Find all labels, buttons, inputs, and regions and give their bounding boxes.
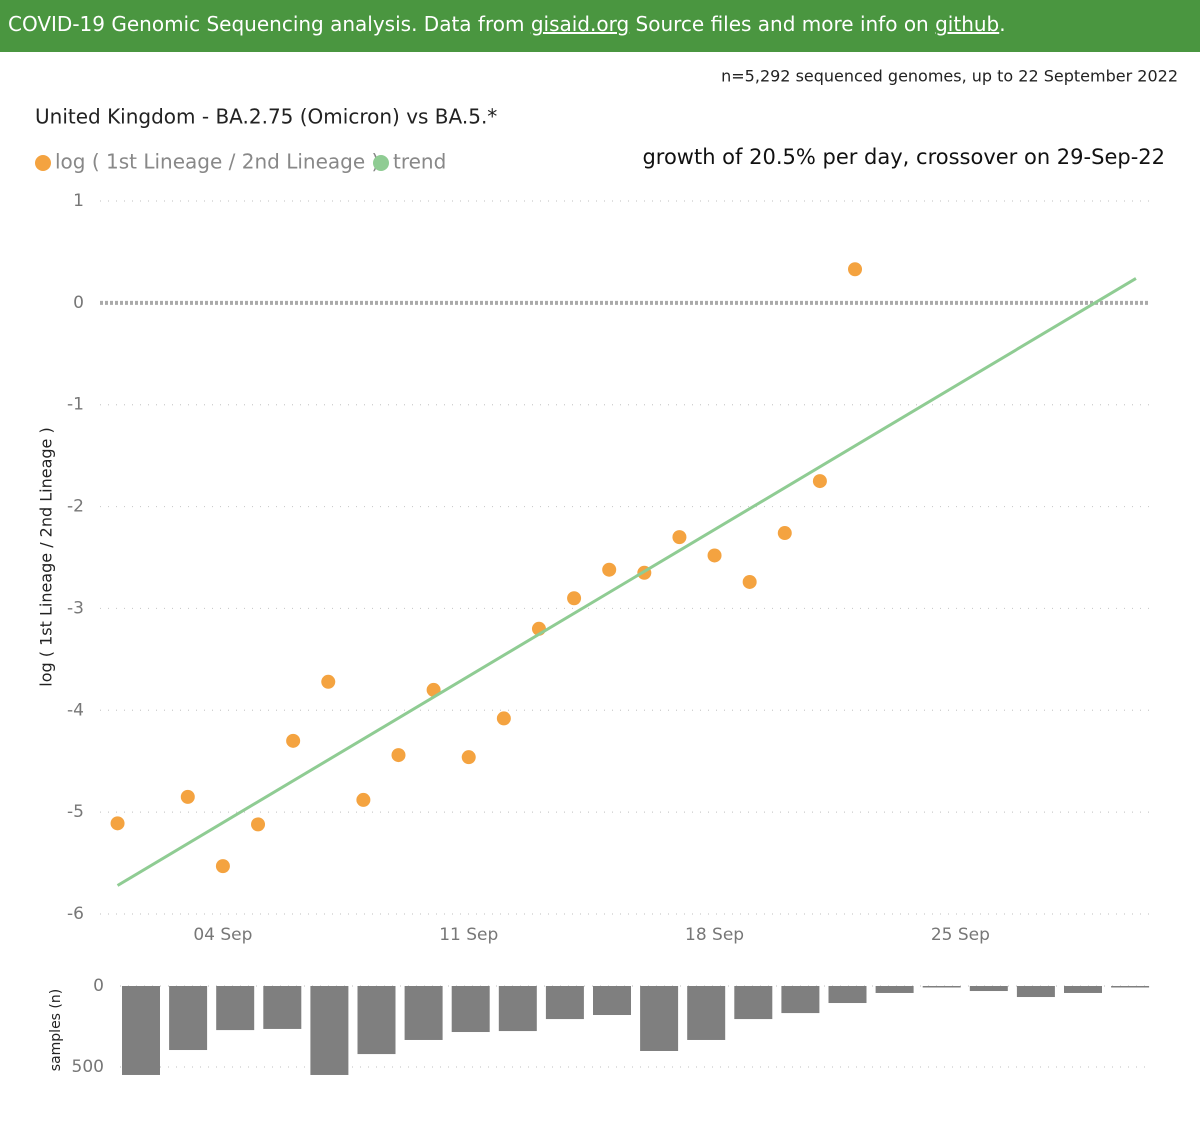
bar [734, 986, 773, 1020]
bar [545, 986, 584, 1020]
x-tick-label: 25 Sep [931, 925, 990, 945]
bar [169, 986, 208, 1051]
data-point [707, 548, 722, 563]
data-point [180, 789, 195, 804]
bar [781, 986, 820, 1014]
bar [498, 986, 537, 1032]
data-point [496, 711, 511, 726]
y-tick-label: -2 [67, 497, 84, 517]
bar [122, 986, 160, 1075]
x-tick-label: 11 Sep [439, 925, 498, 945]
bar [404, 986, 443, 1040]
subtitle: n=5,292 sequenced genomes, up to 22 Sept… [721, 67, 1178, 86]
bar [640, 986, 679, 1051]
header-part: . [999, 12, 1005, 36]
bar [310, 986, 349, 1075]
legend-label: log ( 1st Lineage / 2nd Lineage ) [55, 150, 379, 174]
gisaid-link[interactable]: gisaid.org [531, 12, 629, 36]
bar [969, 986, 1008, 992]
data-point [812, 474, 827, 489]
data-point [391, 748, 406, 763]
bar [216, 986, 255, 1031]
data-point [602, 562, 617, 577]
bar [1016, 986, 1055, 998]
y-tick-label: -3 [67, 598, 84, 618]
legend-label: trend [393, 150, 446, 174]
legend-swatch [35, 155, 51, 171]
bar [922, 986, 961, 988]
y-tick-label: 0 [93, 976, 104, 996]
header-part: Source files and more info on [629, 12, 935, 36]
data-point [777, 526, 792, 541]
x-tick-label: 04 Sep [193, 925, 252, 945]
header-bar [0, 0, 1200, 52]
github-link[interactable]: github [935, 12, 999, 36]
trend-line [116, 277, 1137, 887]
header-text: COVID-19 Genomic Sequencing analysis. Da… [8, 12, 1006, 36]
bar [263, 986, 302, 1029]
data-point [461, 750, 476, 765]
data-point [672, 530, 687, 545]
y-tick-label: 500 [72, 1057, 104, 1077]
bar [1111, 986, 1150, 988]
y-axis-label: samples (n) [48, 989, 64, 1071]
y-tick-label: -6 [67, 904, 84, 924]
bar [875, 986, 914, 993]
data-point [567, 591, 582, 606]
header-part: COVID-19 Genomic Sequencing analysis. Da… [8, 12, 531, 36]
y-tick-label: -4 [67, 700, 84, 720]
data-point [251, 817, 266, 832]
chart-title: United Kingdom - BA.2.75 (Omicron) vs BA… [35, 105, 497, 129]
bar [828, 986, 867, 1004]
data-point [286, 733, 301, 748]
bar [451, 986, 490, 1033]
annotation: growth of 20.5% per day, crossover on 29… [642, 145, 1165, 169]
data-point [848, 262, 863, 277]
bar [357, 986, 396, 1055]
y-tick-label: -5 [67, 802, 84, 822]
data-point [356, 792, 371, 807]
y-axis-label: log ( 1st Lineage / 2nd Lineage ) [37, 427, 56, 686]
y-tick-label: 1 [73, 191, 84, 211]
y-tick-label: -1 [67, 395, 84, 415]
x-tick-label: 18 Sep [685, 925, 744, 945]
bar [593, 986, 631, 1016]
data-point [321, 674, 336, 689]
data-point [742, 574, 757, 589]
data-point [110, 816, 125, 831]
legend-swatch [373, 155, 389, 171]
data-point [215, 859, 230, 874]
y-tick-label: 0 [73, 293, 84, 313]
bar [687, 986, 726, 1040]
bar [1064, 986, 1102, 993]
